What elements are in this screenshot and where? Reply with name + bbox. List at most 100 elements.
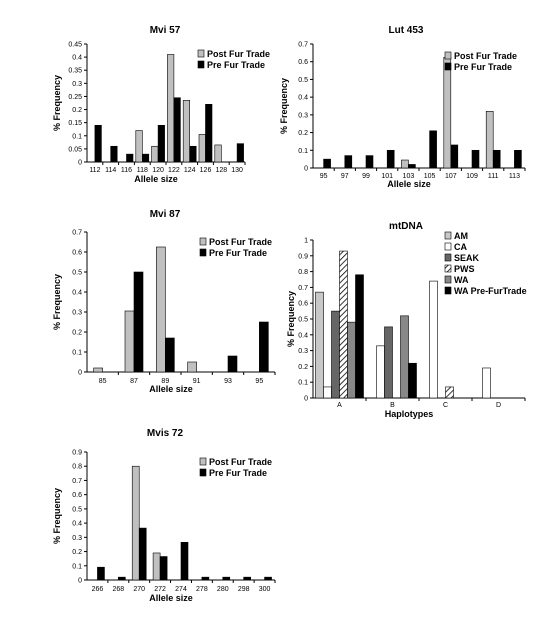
- y-tick-label: 0.1: [72, 350, 82, 357]
- legend-swatch: [444, 253, 452, 262]
- y-tick-label: 0.5: [72, 506, 82, 513]
- bar: [408, 362, 417, 399]
- y-tick-label: 0.3: [72, 535, 82, 542]
- bar: [401, 159, 409, 169]
- legend-label: PWS: [454, 264, 475, 274]
- legend-swatch: [197, 60, 205, 69]
- y-tick-label: 0.7: [298, 285, 308, 292]
- legend-swatch: [444, 275, 452, 284]
- y-axis-label: % Frequency: [52, 274, 62, 330]
- y-axis-label: % Frequency: [286, 291, 296, 347]
- bar: [482, 367, 491, 399]
- bar: [514, 149, 522, 169]
- bar: [182, 100, 190, 163]
- y-tick-label: 0.7: [298, 42, 308, 49]
- bar: [492, 149, 501, 169]
- bar: [400, 315, 409, 399]
- legend-swatch: [199, 457, 207, 466]
- x-tick-label: 268: [112, 586, 124, 593]
- x-tick-label: 111: [488, 173, 499, 180]
- bar: [93, 367, 103, 373]
- bar: [376, 345, 385, 399]
- y-tick-label: 0.6: [298, 59, 308, 66]
- x-tick-label: 126: [200, 167, 212, 174]
- bar: [133, 271, 144, 373]
- chart-title: Mvi 57: [150, 25, 181, 36]
- legend-swatch: [199, 248, 207, 257]
- y-tick-label: 0.6: [72, 492, 82, 499]
- chart-title: Mvi 87: [150, 209, 181, 220]
- y-axis-label: % Frequency: [279, 78, 289, 134]
- legend-label: CA: [454, 242, 467, 252]
- x-tick-label: D: [496, 402, 501, 409]
- bar: [471, 149, 480, 169]
- bar: [173, 97, 181, 163]
- y-tick-label: 0.4: [298, 95, 308, 102]
- bar: [227, 355, 238, 373]
- x-axis-label: Allele size: [149, 384, 193, 394]
- y-tick-label: 1: [304, 238, 308, 245]
- bar: [365, 155, 374, 169]
- bar: [124, 310, 135, 373]
- legend-label: Post Fur Trade: [454, 51, 517, 61]
- bar: [156, 246, 166, 373]
- x-axis-label: Haplotypes: [385, 409, 434, 419]
- bar: [243, 576, 251, 581]
- x-tick-label: C: [443, 402, 448, 409]
- bar: [339, 250, 348, 399]
- x-tick-label: 124: [184, 167, 196, 174]
- y-tick-label: 0.25: [68, 94, 82, 101]
- bar: [386, 149, 395, 169]
- x-tick-label: 99: [362, 173, 370, 180]
- bar: [97, 566, 105, 581]
- bar: [485, 111, 494, 169]
- y-tick-label: 0.8: [72, 464, 82, 471]
- x-tick-label: 105: [424, 173, 436, 180]
- y-tick-label: 0.5: [298, 317, 308, 324]
- legend-label: Pre Fur Trade: [207, 60, 265, 70]
- y-tick-label: 0.8: [298, 269, 308, 276]
- y-tick-label: 0.3: [72, 81, 82, 88]
- bar: [259, 321, 269, 373]
- x-tick-label: 87: [130, 378, 138, 385]
- bar: [142, 153, 150, 163]
- y-tick-label: 0.4: [72, 521, 82, 528]
- y-tick-label: 0.35: [68, 68, 82, 75]
- chart-2: Mvi 87 0 0.1 0.2 0.3 0.4 0.5 0.6 0.7 85 87 89 91 93 95…: [52, 209, 276, 394]
- y-tick-label: 0.9: [72, 450, 82, 457]
- bar: [429, 280, 438, 399]
- legend-label: SEAK: [454, 253, 480, 263]
- y-tick-label: 0: [304, 396, 308, 403]
- x-tick-label: 278: [196, 586, 208, 593]
- legend-swatch: [197, 49, 205, 58]
- chart-0: Mvi 57 0 0.05 0.1 0.15 0.2 0.25 0.3 0.35 0.4 0.45 1…: [52, 25, 270, 184]
- y-tick-label: 0.6: [72, 250, 82, 257]
- y-tick-label: 0.6: [298, 301, 308, 308]
- bar: [138, 527, 147, 581]
- bar: [131, 465, 140, 581]
- x-tick-label: 114: [105, 167, 116, 174]
- x-tick-label: 109: [466, 173, 478, 180]
- x-axis-label: Allele size: [149, 593, 193, 603]
- y-tick-label: 0.1: [298, 148, 308, 155]
- chart-3: mtDNA 0 0.1 0.2 0.3 0.4 0.5 0.6 0.7 0.8 0.9 1 A B C D Ha…: [286, 221, 527, 419]
- y-tick-label: 0.1: [72, 133, 82, 140]
- x-tick-label: 266: [92, 586, 104, 593]
- bar: [408, 164, 416, 169]
- x-tick-label: 272: [154, 586, 166, 593]
- x-tick-label: 116: [121, 167, 132, 174]
- x-tick-label: 300: [259, 586, 271, 593]
- bar: [198, 134, 206, 163]
- bar: [214, 144, 222, 163]
- legend-swatch: [444, 242, 452, 251]
- bar: [443, 56, 452, 169]
- bar: [159, 556, 168, 581]
- y-tick-label: 0.7: [72, 478, 82, 485]
- y-tick-label: 0.2: [72, 330, 82, 337]
- x-tick-label: 113: [509, 173, 520, 180]
- x-tick-label: 89: [161, 378, 169, 385]
- x-tick-label: 95: [320, 173, 328, 180]
- legend-swatch: [199, 237, 207, 246]
- y-tick-label: 0.3: [298, 348, 308, 355]
- bar: [429, 130, 437, 169]
